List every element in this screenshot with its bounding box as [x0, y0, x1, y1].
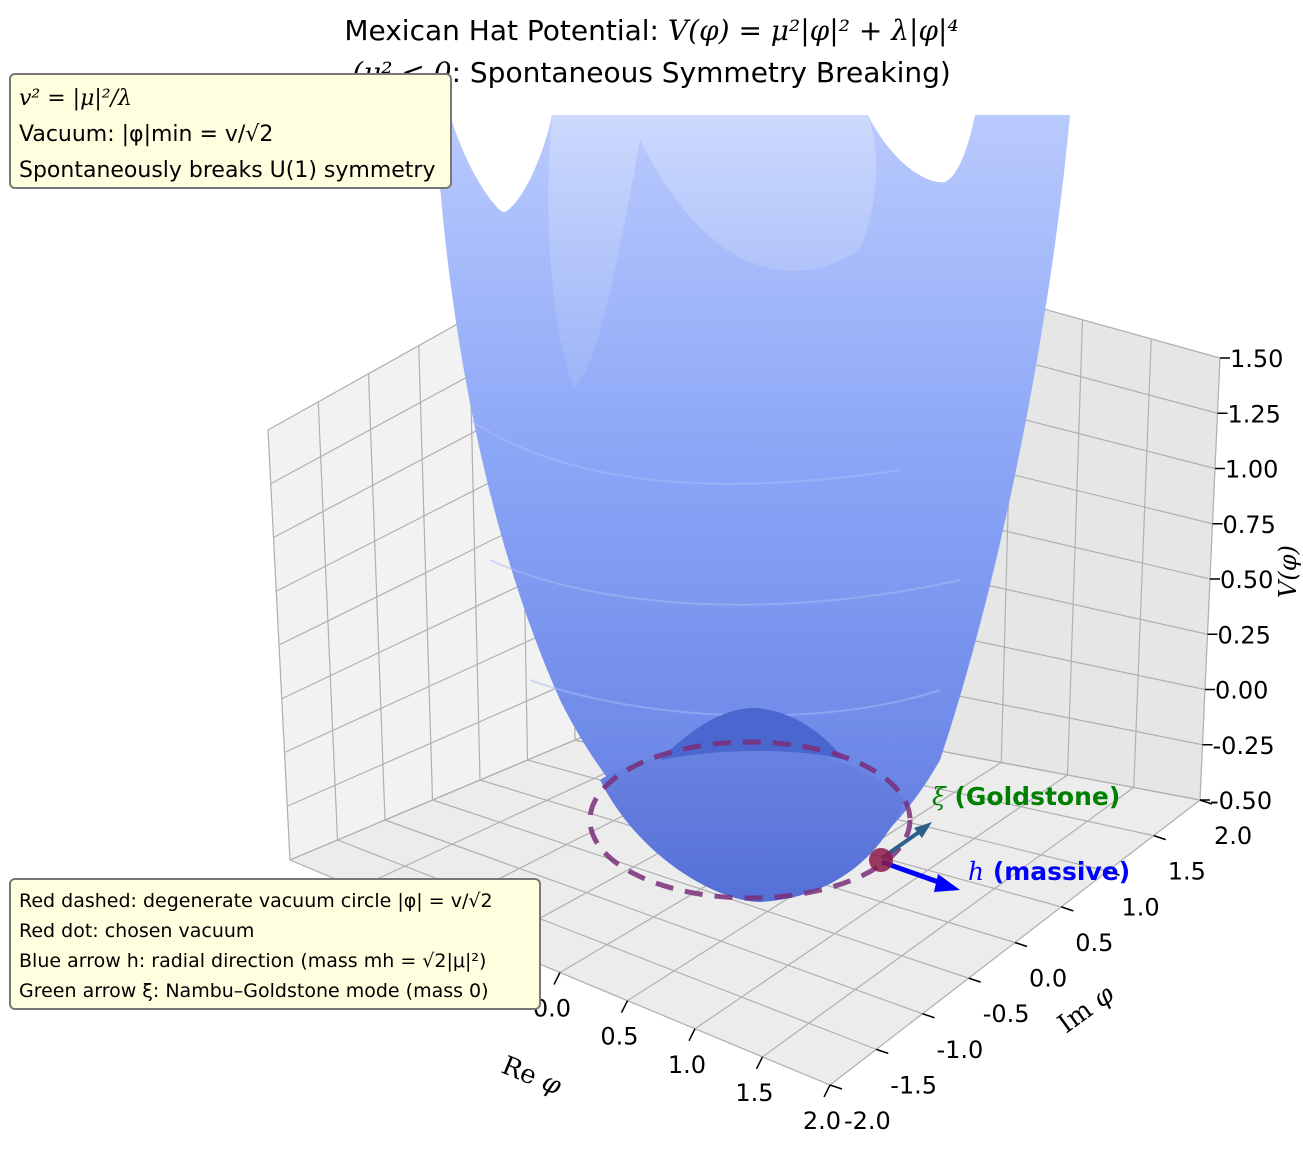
vacuum-info-box: v² = |μ|²/λ Vacuum: |φ|min = v/√2 Sponta… — [9, 73, 452, 189]
bowl-inner-back — [548, 115, 877, 388]
symmetry-breaking-note: Spontaneously breaks U(1) symmetry — [19, 158, 436, 183]
legend-chosen-vacuum: Red dot: chosen vacuum — [19, 920, 255, 942]
z-tick-label: 1.50 — [1230, 345, 1283, 373]
chart-title-line1: Mexican Hat Potential: V(φ) = μ²|φ|² + λ… — [0, 14, 1303, 47]
z-tick-label: -0.25 — [1213, 732, 1275, 760]
x-axis-tick — [688, 1028, 696, 1042]
bowl-inner-lobe-right — [868, 115, 975, 183]
z-tick-label: 0.75 — [1223, 511, 1276, 539]
grid-line-floor-y — [337, 839, 877, 1050]
y-tick-label: 2.0 — [1214, 822, 1252, 850]
y-tick-label: 0.0 — [1029, 965, 1067, 993]
grid-line-wall-left — [267, 429, 291, 861]
x-axis-tick — [553, 972, 561, 985]
grid-line-wall-left — [367, 373, 386, 821]
potential-surface — [435, 115, 1070, 902]
vacuum-circle — [587, 739, 913, 901]
y-axis-tick — [1014, 941, 1028, 948]
y-axis-tick — [1107, 870, 1120, 876]
x-tick-label: 2.0 — [803, 1107, 841, 1135]
legend-box: Red dashed: degenerate vacuum circle |φ|… — [9, 878, 541, 1010]
grid-line-floor-y — [432, 799, 969, 979]
x-axis-tick — [620, 1000, 629, 1013]
x-tick-label: 1.0 — [668, 1051, 706, 1079]
z-tick-label: -0.50 — [1210, 787, 1272, 815]
y-axis-tick — [1153, 834, 1166, 841]
legend-goldstone-arrow: Green arrow ξ: Nambu–Goldstone mode (mas… — [19, 980, 489, 1002]
y-tick-label: 1.5 — [1168, 858, 1206, 886]
y-tick-label: 1.0 — [1122, 893, 1160, 921]
x-axis-label: Re φ — [497, 1051, 566, 1102]
goldstone-symbol: ξ — [932, 782, 946, 811]
z-tick-label: 0.25 — [1218, 621, 1271, 649]
z-tick-label: 0.00 — [1215, 677, 1268, 705]
y-tick-label: -0.5 — [983, 1000, 1030, 1028]
title-line2-text: : Spontaneous Symmetry Breaking) — [451, 56, 951, 89]
grid-line-wall-right — [1066, 319, 1084, 776]
y-tick-label: -2.0 — [844, 1107, 891, 1135]
grid-line-wall-left — [317, 401, 339, 841]
bowl-bottom — [600, 745, 905, 902]
grid-line-wall-right — [1133, 338, 1152, 788]
title-line1-text: Mexican Hat Potential: — [344, 14, 668, 47]
title-line1-formula: V(φ) = μ²|φ|² + λ|φ|⁴ — [667, 14, 959, 47]
y-tick-label: 0.5 — [1075, 929, 1113, 957]
axis-ticks: -0.50 -0.25 0.00 0.25 0.50 0.75 1.00 1.25 1.50 0.… — [533, 345, 1284, 1135]
z-axis-label: V(φ) — [1274, 545, 1302, 598]
y-axis-tick — [1061, 906, 1074, 912]
chart-title-line2: (μ² < 0: Spontaneous Symmetry Breaking) — [0, 56, 1303, 89]
legend-massive-arrow: Blue arrow h: radial direction (mass mh … — [19, 950, 487, 972]
z-tick-label: 1.00 — [1225, 456, 1278, 484]
z-tick-label: 0.50 — [1220, 566, 1273, 594]
y-tick-label: -1.5 — [890, 1071, 937, 1099]
y-axis-tick — [968, 977, 981, 983]
goldstone-text: (Goldstone) — [945, 782, 1121, 811]
central-hump — [660, 708, 845, 760]
massive-text: (massive) — [984, 857, 1131, 886]
x-tick-label: 0.5 — [600, 1023, 638, 1051]
chosen-vacuum-dot — [869, 848, 893, 872]
massive-label: h (massive) — [968, 857, 1130, 886]
goldstone-label: ξ (Goldstone) — [932, 782, 1120, 811]
massive-arrow — [881, 859, 960, 892]
x-axis-tick — [823, 1084, 831, 1098]
y-axis-tick — [829, 1084, 843, 1090]
grid-line-floor-y — [384, 819, 923, 1015]
x-tick-label: 1.5 — [735, 1079, 773, 1107]
y-axis-tick — [876, 1048, 889, 1055]
massive-symbol: h — [968, 857, 985, 886]
grid-line-wall-left — [418, 345, 434, 801]
y-tick-label: -1.0 — [937, 1036, 984, 1064]
y-axis-tick — [922, 1013, 935, 1019]
x-axis-tick — [755, 1056, 764, 1070]
vev-definition: v² = |μ|²/λ — [19, 86, 132, 111]
bowl-inner-lobe-left — [450, 115, 552, 213]
legend-vacuum-circle: Red dashed: degenerate vacuum circle |φ|… — [19, 890, 493, 912]
z-tick-label: 1.25 — [1228, 400, 1281, 428]
vacuum-minimum: Vacuum: |φ|min = v/√2 — [19, 122, 274, 147]
y-axis-tick — [1199, 799, 1213, 805]
